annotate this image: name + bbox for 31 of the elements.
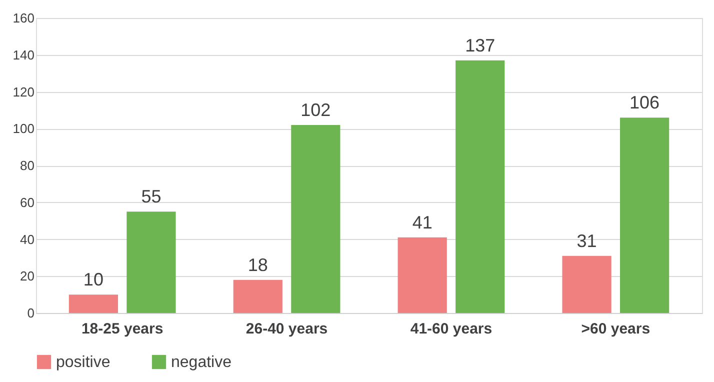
y-tick-label: 160 [12, 10, 34, 26]
x-tick-label: 26-40 years [246, 320, 328, 338]
bar [233, 280, 282, 313]
bar [398, 237, 447, 313]
legend-label: negative [171, 354, 232, 371]
data-label: 55 [141, 186, 162, 207]
data-label: 18 [248, 254, 268, 275]
y-tick-label: 20 [20, 268, 34, 284]
legend-label: positive [56, 354, 110, 371]
y-tick-label: 100 [12, 121, 34, 136]
data-label: 10 [83, 270, 104, 290]
bar [68, 294, 118, 313]
bar [620, 118, 670, 313]
data-label: 41 [412, 212, 432, 232]
data-label: 102 [300, 100, 331, 120]
bar [291, 124, 340, 313]
bar [126, 212, 176, 313]
x-tick-label: 41-60 years [410, 320, 492, 338]
y-tick-label: 120 [12, 84, 34, 100]
y-tick-label: 140 [12, 47, 34, 62]
y-tick-label: 80 [20, 158, 34, 173]
x-tick-label: 18-25 years [81, 320, 164, 338]
x-tick-label: >60 years [581, 320, 650, 338]
y-tick-label: 0 [27, 306, 34, 320]
bar [562, 256, 612, 313]
y-tick-label: 40 [20, 232, 34, 247]
y-tick-label: 60 [20, 194, 34, 210]
data-label: 137 [465, 35, 496, 56]
data-label: 31 [576, 230, 597, 251]
data-label: 106 [630, 92, 660, 113]
bar [456, 60, 505, 313]
